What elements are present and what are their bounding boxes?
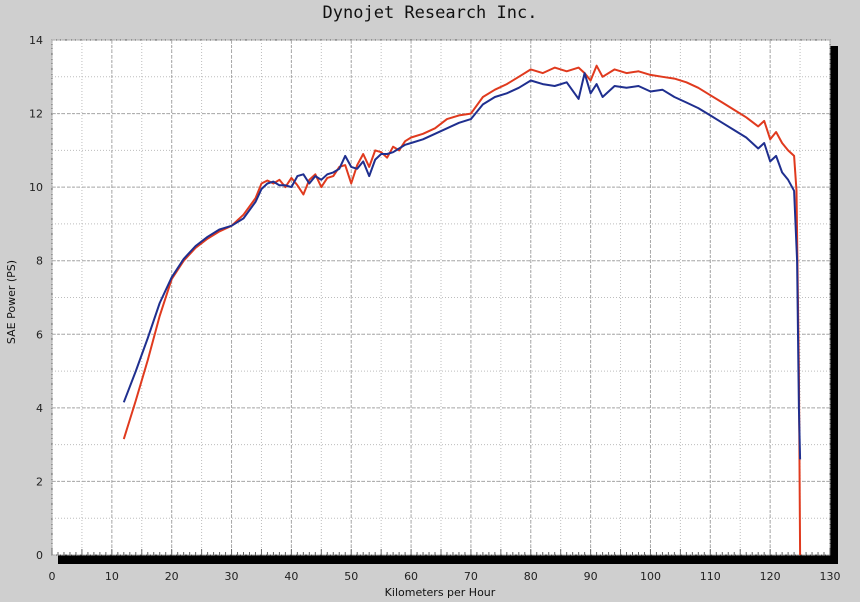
x-tick-label: 30: [225, 570, 239, 583]
y-tick-label: 6: [36, 328, 43, 341]
y-axis-label: SAE Power (PS): [5, 260, 18, 344]
series-group: [122, 64, 802, 556]
y-tick-label: 0: [36, 549, 43, 562]
x-tick-label: 40: [284, 570, 298, 583]
y-tick-label: 2: [36, 475, 43, 488]
x-tick-label: 50: [344, 570, 358, 583]
x-tick-label: 100: [640, 570, 661, 583]
y-tick-label: 10: [29, 181, 43, 194]
x-tick-label: 20: [165, 570, 179, 583]
x-tick-label: 120: [760, 570, 781, 583]
x-tick-label: 10: [105, 570, 119, 583]
x-tick-label: 130: [820, 570, 841, 583]
series-line-1: [122, 64, 802, 556]
chart-title: Dynojet Research Inc.: [323, 3, 538, 23]
x-axis-label: Kilometers per Hour: [385, 586, 496, 599]
x-tick-label: 0: [49, 570, 56, 583]
y-tick-label: 12: [29, 108, 43, 121]
x-tick-label: 80: [524, 570, 538, 583]
x-tick-label: 110: [700, 570, 721, 583]
x-tick-label: 70: [464, 570, 478, 583]
series-line-2: [122, 72, 802, 460]
y-tick-label: 14: [29, 34, 43, 47]
tick-labels: 0 10 20 30 40 50 60 70 80 90 100 110 120 130 0 2 4 6 8 10 12…: [29, 34, 841, 583]
y-tick-label: 4: [36, 402, 43, 415]
x-tick-label: 90: [584, 570, 598, 583]
x-tick-label: 60: [404, 570, 418, 583]
y-tick-label: 8: [36, 255, 43, 268]
